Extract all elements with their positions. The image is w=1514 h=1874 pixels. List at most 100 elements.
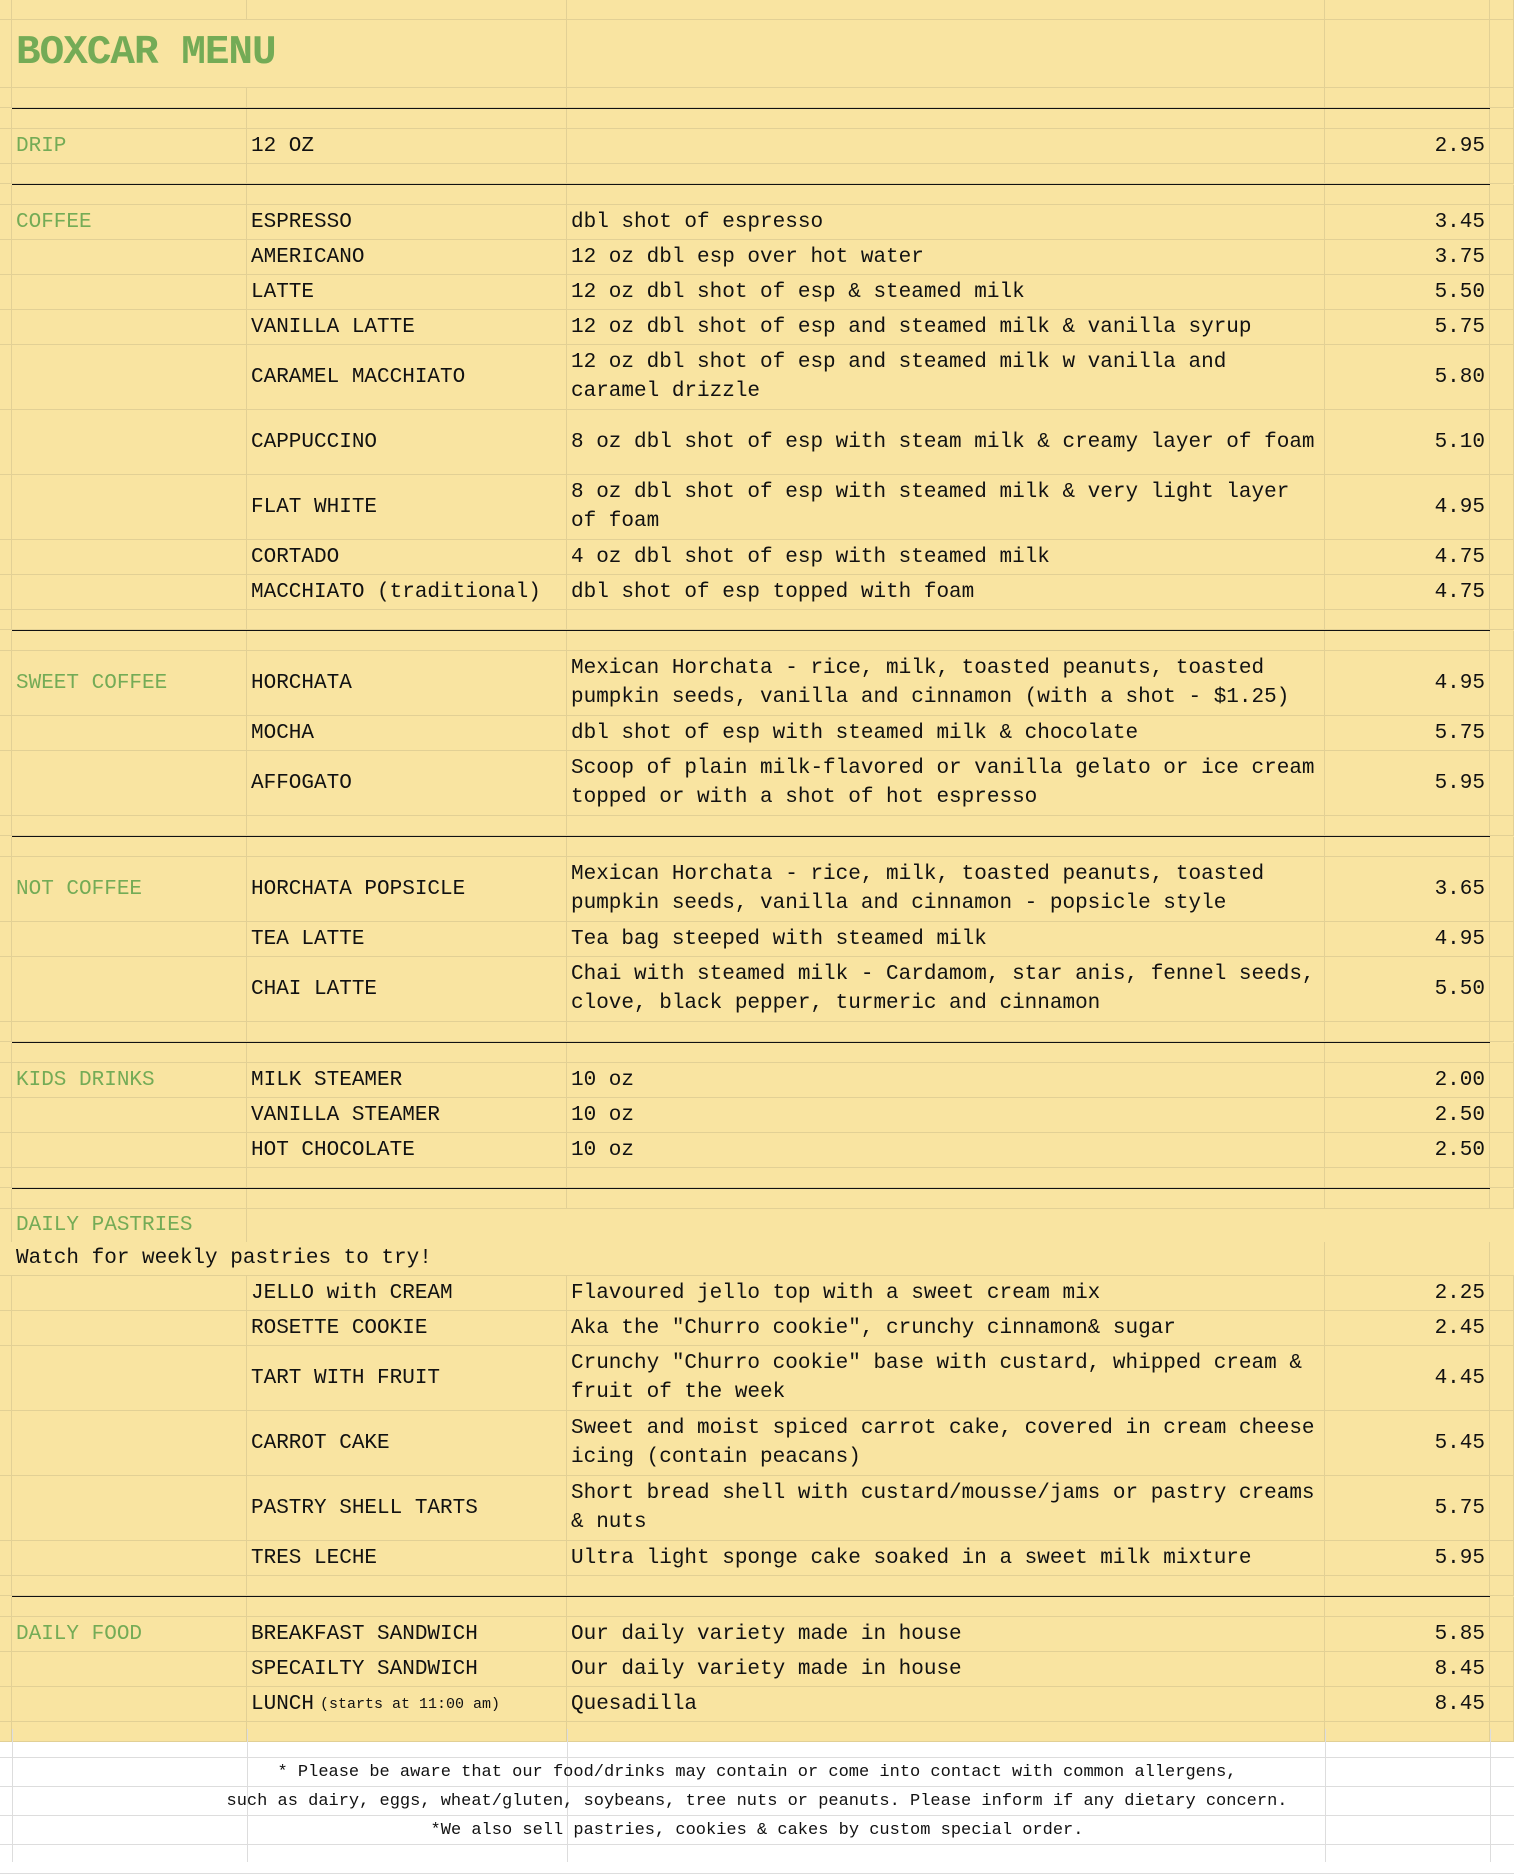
item-price: 5.80 — [1325, 345, 1490, 409]
footer-notes: * Please be aware that our food/drinks m… — [0, 1729, 1514, 1874]
item-name-text: ESPRESSO — [251, 210, 352, 234]
empty-cell — [0, 275, 12, 309]
empty-cell — [0, 1022, 12, 1041]
spacer-row — [0, 88, 1514, 108]
item-price: 3.75 — [1325, 240, 1490, 274]
empty-cell — [12, 1168, 247, 1187]
empty-cell — [12, 1022, 247, 1041]
empty-cell — [12, 1652, 247, 1686]
empty-cell — [1325, 164, 1490, 183]
item-name: 12 OZ — [247, 129, 567, 163]
item-description: Crunchy "Churro cookie" base with custar… — [567, 1346, 1325, 1410]
spacer-row — [0, 837, 1514, 857]
item-name-text: FLAT WHITE — [251, 495, 378, 519]
item-description: dbl shot of esp topped with foam — [567, 575, 1325, 609]
item-name-text: CARAMEL MACCHIATO — [251, 365, 466, 389]
spacer-row — [0, 1845, 1514, 1874]
item-name: MACCHIATO (traditional) — [247, 575, 567, 609]
empty-cell — [12, 185, 247, 204]
spacer-row — [0, 816, 1514, 836]
empty-cell — [567, 1576, 1325, 1595]
menu-item-row: LUNCH (starts at 11:00 am) Quesadilla 8.45 — [0, 1687, 1514, 1722]
empty-cell — [0, 1168, 12, 1187]
item-description: Scoop of plain milk-flavored or vanilla … — [567, 751, 1325, 815]
empty-cell — [0, 475, 12, 539]
empty-cell — [0, 1617, 12, 1651]
empty-cell — [12, 922, 247, 956]
empty-cell — [247, 1576, 567, 1595]
empty-cell — [12, 1276, 247, 1310]
empty-cell — [567, 185, 1325, 204]
item-name-text: PASTRY SHELL TARTS — [251, 1496, 478, 1520]
empty-cell — [1490, 1043, 1514, 1062]
empty-cell — [247, 185, 567, 204]
empty-cell — [1490, 275, 1514, 309]
item-description: 12 oz dbl shot of esp & steamed milk — [567, 275, 1325, 309]
item-description: Aka the "Churro cookie", crunchy cinnamo… — [567, 1311, 1325, 1345]
empty-cell — [12, 631, 247, 650]
menu-item-row: MOCHA dbl shot of esp with steamed milk &… — [0, 716, 1514, 751]
item-name: HOT CHOCOLATE — [247, 1133, 567, 1167]
item-name-note: (starts at 11:00 am) — [320, 1695, 501, 1713]
empty-cell — [1490, 751, 1514, 815]
empty-cell — [1490, 1476, 1514, 1540]
spacer-row — [0, 631, 1514, 651]
menu-item-row: CARAMEL MACCHIATO 12 oz dbl shot of esp a… — [0, 345, 1514, 410]
empty-cell — [1490, 1652, 1514, 1686]
item-price: 5.95 — [1325, 751, 1490, 815]
empty-cell — [0, 1576, 12, 1595]
item-name-text: MACCHIATO (traditional) — [251, 580, 541, 604]
item-name-text: VANILLA LATTE — [251, 315, 415, 339]
item-price: 4.75 — [1325, 575, 1490, 609]
empty-cell — [1490, 1346, 1514, 1410]
empty-cell — [12, 164, 247, 183]
item-name: TRES LECHE — [247, 1541, 567, 1575]
menu-item-row: CAPPUCCINO 8 oz dbl shot of esp with stea… — [0, 410, 1514, 475]
empty-cell — [0, 129, 12, 163]
item-name: CAPPUCCINO — [247, 410, 567, 474]
special-order-note: *We also sell pastries, cookies & cakes … — [0, 1816, 1514, 1845]
item-description: 8 oz dbl shot of esp with steam milk & c… — [567, 410, 1325, 474]
empty-cell — [0, 651, 12, 715]
category-label: DAILY PASTRIES — [12, 1209, 247, 1242]
item-name: LUNCH (starts at 11:00 am) — [247, 1687, 567, 1721]
empty-cell — [567, 1168, 1325, 1187]
menu-item-row: TART WITH FRUIT Crunchy "Churro cookie" b… — [0, 1346, 1514, 1411]
empty-cell — [0, 1346, 12, 1410]
item-price: 5.50 — [1325, 957, 1490, 1021]
item-name-text: AMERICANO — [251, 245, 365, 269]
item-name: JELLO with CREAM — [247, 1276, 567, 1310]
empty-cell — [567, 631, 1325, 650]
empty-cell — [1325, 185, 1490, 204]
item-description: Sweet and moist spiced carrot cake, cove… — [567, 1411, 1325, 1475]
empty-cell — [12, 716, 247, 750]
menu-item-row: PASTRY SHELL TARTS Short bread shell with… — [0, 1476, 1514, 1541]
empty-cell — [0, 205, 12, 239]
item-name-text: TART WITH FRUIT — [251, 1366, 441, 1390]
empty-cell — [567, 164, 1325, 183]
empty-cell — [1490, 1576, 1514, 1595]
empty-cell — [12, 240, 247, 274]
item-description: dbl shot of espresso — [567, 205, 1325, 239]
empty-cell — [1490, 410, 1514, 474]
empty-cell — [1325, 631, 1490, 650]
item-name: CARROT CAKE — [247, 1411, 567, 1475]
spacer-row — [0, 610, 1514, 630]
item-name-text: MOCHA — [251, 721, 315, 745]
empty-cell — [1490, 1311, 1514, 1345]
allergen-note-1: * Please be aware that our food/drinks m… — [0, 1758, 1514, 1787]
item-price: 3.45 — [1325, 205, 1490, 239]
spacer-row — [0, 1022, 1514, 1042]
section-divider — [12, 1042, 1490, 1043]
item-price: 4.95 — [1325, 651, 1490, 715]
empty-cell — [0, 185, 12, 204]
empty-cell — [12, 475, 247, 539]
item-name-text: CAPPUCCINO — [251, 430, 378, 454]
menu-item-row: CORTADO 4 oz dbl shot of esp with steamed… — [0, 540, 1514, 575]
empty-cell — [0, 857, 12, 921]
empty-cell — [1325, 88, 1490, 107]
item-price: 2.50 — [1325, 1098, 1490, 1132]
empty-cell — [12, 1687, 247, 1721]
item-price: 5.45 — [1325, 1411, 1490, 1475]
item-price: 5.10 — [1325, 410, 1490, 474]
